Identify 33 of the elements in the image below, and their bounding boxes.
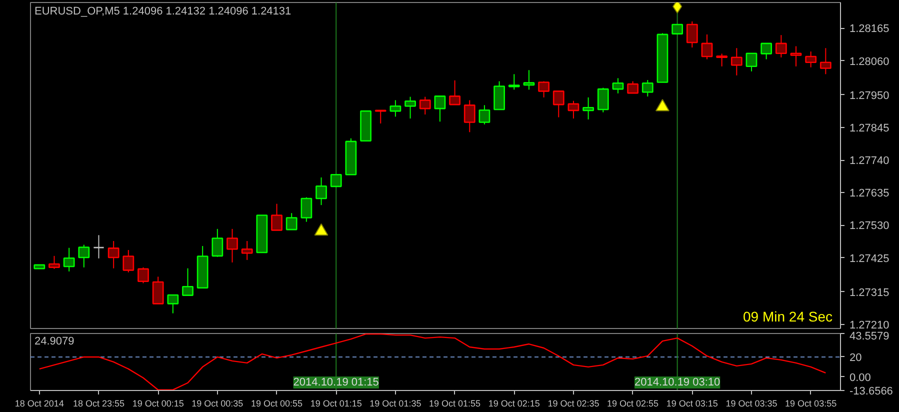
ref-line-label: 2014.10.19 01:15 [293, 376, 379, 388]
y-tick-label: 1.27740 [850, 155, 890, 168]
x-tick-label: 19 Oct 00:55 [250, 398, 303, 408]
y-tick-label: 1.27530 [850, 220, 890, 232]
x-tick-label: 19 Oct 02:15 [488, 398, 540, 408]
x-tick-label: 19 Oct 03:15 [666, 398, 718, 408]
x-tick-label: 19 Oct 01:15 [310, 398, 362, 408]
x-tick-label: 19 Oct 01:55 [429, 398, 481, 408]
x-tick-label: 19 Oct 03:35 [726, 398, 778, 408]
annotation: 09 Min 24 Sec [743, 308, 833, 324]
ref-line-label: 2014.10.19 03:10 [634, 376, 720, 388]
y-tick-label: 1.27950 [850, 90, 890, 102]
y-tick-label: 1.27845 [850, 122, 890, 135]
y-tick-label: 1.28165 [850, 23, 890, 36]
chart-title: EURUSD_OP,M5 1.24096 1.24132 1.24096 1.24131 [34, 6, 292, 18]
y-tick-label: -13.6566 [850, 386, 893, 398]
annotation: 24.9079 [34, 336, 74, 348]
y-tick-label: 0.00 [850, 372, 871, 384]
x-tick-label: 19 Oct 00:35 [192, 398, 244, 408]
x-tick-label: 19 Oct 00:15 [132, 398, 184, 408]
y-tick-label: 1.27315 [850, 286, 890, 299]
x-tick-label: 19 Oct 01:35 [370, 398, 422, 408]
x-tick-label: 18 Oct 2014 [14, 398, 64, 408]
y-tick-label: 1.27635 [850, 188, 890, 200]
y-tick-label: 1.27425 [850, 252, 890, 265]
y-tick-label: 20 [850, 352, 862, 364]
y-tick-label: 1.28060 [850, 56, 890, 68]
y-tick-label: 1.27210 [850, 319, 890, 332]
x-tick-label: 19 Oct 02:35 [548, 398, 600, 408]
y-tick-label: 43.5579 [850, 330, 890, 342]
x-tick-label: 18 Oct 23:55 [72, 398, 125, 408]
x-tick-label: 19 Oct 02:55 [607, 398, 659, 408]
x-tick-label: 19 Oct 03:55 [785, 398, 837, 408]
